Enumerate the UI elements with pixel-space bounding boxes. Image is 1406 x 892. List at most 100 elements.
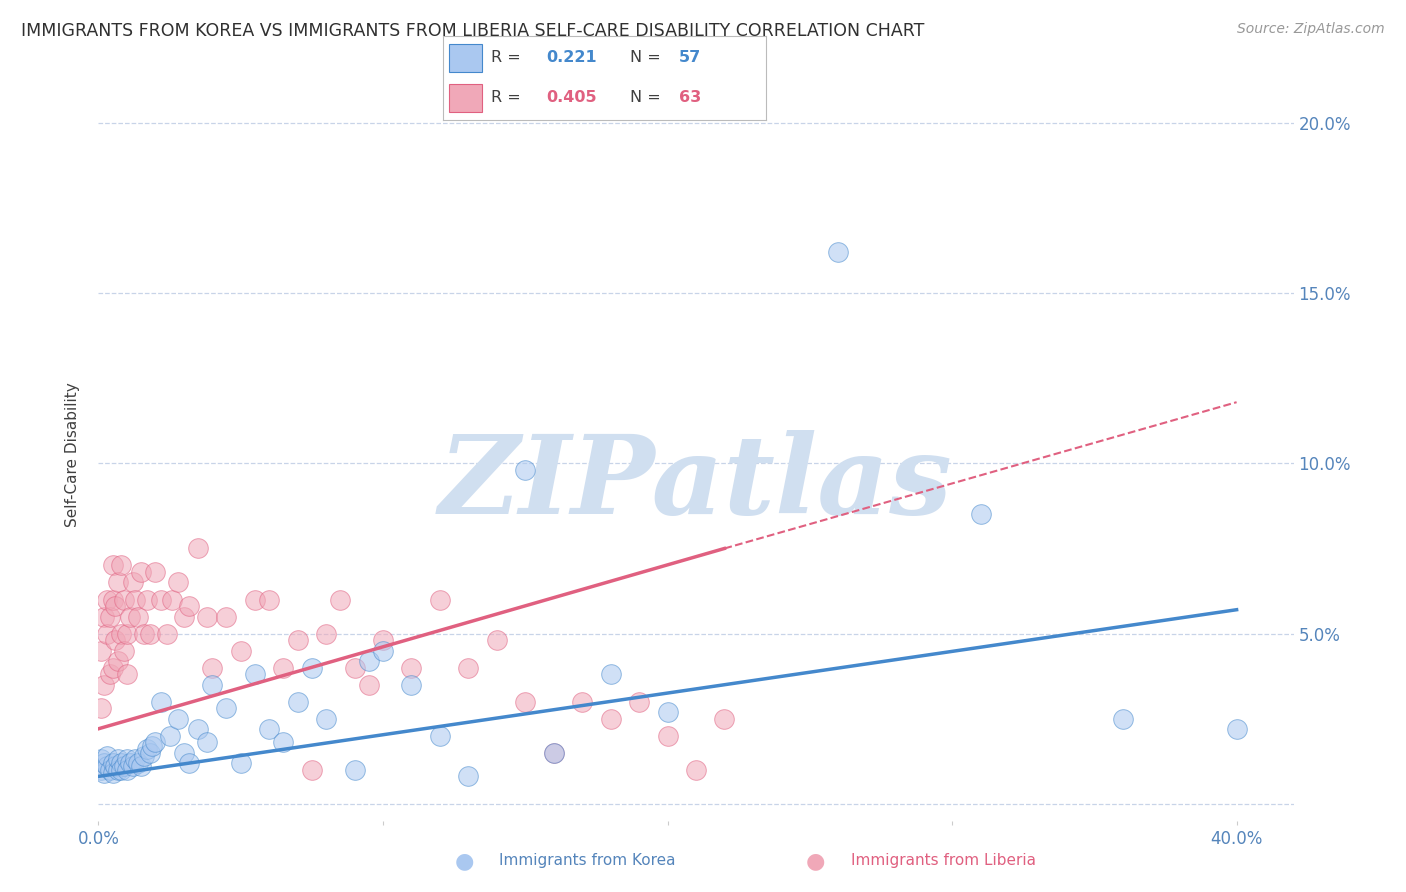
- Point: [371, 633, 394, 648]
- Point: [243, 667, 266, 681]
- Point: [101, 766, 124, 780]
- Point: [101, 660, 124, 674]
- Point: [96, 749, 118, 764]
- Point: [657, 705, 679, 719]
- Point: [543, 746, 565, 760]
- Point: [287, 633, 309, 648]
- Text: N =: N =: [630, 90, 666, 105]
- Point: [90, 643, 112, 657]
- Point: [127, 609, 149, 624]
- Point: [101, 592, 124, 607]
- Point: [132, 749, 155, 764]
- Point: [215, 609, 238, 624]
- Point: [229, 643, 252, 657]
- Point: [173, 609, 195, 624]
- Text: R =: R =: [492, 90, 526, 105]
- Point: [107, 654, 129, 668]
- Point: [112, 592, 135, 607]
- Point: [401, 677, 423, 691]
- Text: 0.405: 0.405: [547, 90, 598, 105]
- Point: [195, 609, 218, 624]
- Point: [273, 735, 295, 749]
- Point: [101, 756, 124, 770]
- Point: [229, 756, 252, 770]
- Point: [90, 763, 112, 777]
- Point: [287, 695, 309, 709]
- Point: [457, 660, 479, 674]
- Y-axis label: Self-Care Disability: Self-Care Disability: [65, 383, 80, 527]
- Text: ●: ●: [806, 851, 825, 871]
- Point: [98, 667, 121, 681]
- Point: [104, 759, 127, 773]
- Point: [215, 701, 238, 715]
- Point: [115, 763, 138, 777]
- Text: 0.221: 0.221: [547, 50, 598, 65]
- Point: [90, 701, 112, 715]
- Point: [129, 566, 152, 580]
- Point: [1226, 722, 1249, 736]
- Point: [129, 759, 152, 773]
- Point: [162, 592, 184, 607]
- Text: N =: N =: [630, 50, 666, 65]
- Point: [301, 763, 323, 777]
- Point: [599, 667, 621, 681]
- Point: [187, 541, 209, 556]
- Point: [159, 729, 181, 743]
- Point: [485, 633, 508, 648]
- Point: [90, 752, 112, 766]
- Point: [429, 592, 451, 607]
- Point: [121, 759, 143, 773]
- Point: [127, 756, 149, 770]
- Point: [118, 756, 141, 770]
- Point: [101, 558, 124, 573]
- Point: [112, 643, 135, 657]
- Point: [257, 722, 280, 736]
- Point: [150, 695, 173, 709]
- Point: [827, 245, 849, 260]
- Point: [201, 660, 224, 674]
- Point: [104, 633, 127, 648]
- Point: [110, 756, 132, 770]
- Point: [343, 660, 366, 674]
- Point: [124, 752, 146, 766]
- Point: [343, 763, 366, 777]
- Bar: [450, 44, 482, 72]
- Point: [141, 739, 163, 753]
- Point: [179, 756, 201, 770]
- Point: [201, 677, 224, 691]
- Point: [138, 626, 160, 640]
- Text: Source: ZipAtlas.com: Source: ZipAtlas.com: [1237, 22, 1385, 37]
- Point: [599, 712, 621, 726]
- Point: [187, 722, 209, 736]
- Point: [1112, 712, 1135, 726]
- Point: [457, 769, 479, 783]
- Point: [329, 592, 352, 607]
- Text: IMMIGRANTS FROM KOREA VS IMMIGRANTS FROM LIBERIA SELF-CARE DISABILITY CORRELATIO: IMMIGRANTS FROM KOREA VS IMMIGRANTS FROM…: [21, 22, 925, 40]
- Point: [93, 609, 115, 624]
- Point: [713, 712, 735, 726]
- Point: [257, 592, 280, 607]
- Point: [96, 626, 118, 640]
- Point: [515, 463, 537, 477]
- Point: [93, 677, 115, 691]
- Point: [93, 766, 115, 780]
- Point: [96, 759, 118, 773]
- Point: [543, 746, 565, 760]
- Point: [138, 746, 160, 760]
- Point: [371, 643, 394, 657]
- Text: 57: 57: [679, 50, 702, 65]
- Point: [515, 695, 537, 709]
- Text: Immigrants from Liberia: Immigrants from Liberia: [851, 854, 1036, 868]
- Point: [121, 575, 143, 590]
- Text: 63: 63: [679, 90, 702, 105]
- Point: [107, 752, 129, 766]
- Point: [357, 677, 380, 691]
- Point: [571, 695, 593, 709]
- Point: [98, 609, 121, 624]
- Point: [110, 558, 132, 573]
- Point: [150, 592, 173, 607]
- Point: [156, 626, 179, 640]
- Point: [401, 660, 423, 674]
- Point: [110, 763, 132, 777]
- Point: [685, 763, 707, 777]
